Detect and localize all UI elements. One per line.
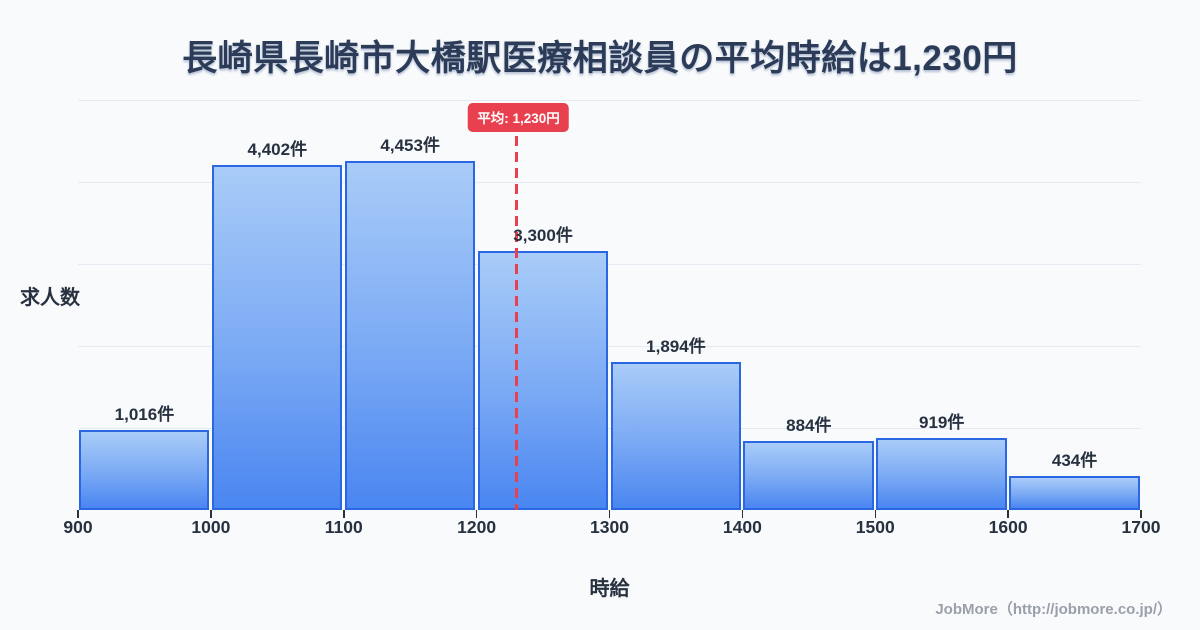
bar-value-label: 1,016件 [114, 405, 175, 425]
average-badge: 平均: 1,230円 [468, 103, 569, 132]
x-axis-tick-label: 1400 [722, 517, 762, 537]
bar-value-label: 1,894件 [646, 336, 706, 356]
gridline [78, 346, 1141, 347]
gridline [78, 264, 1141, 265]
x-axis-tick-label: 900 [63, 517, 93, 537]
x-axis-tick-label: 1000 [191, 517, 231, 537]
x-axis-tick-label: 1600 [988, 517, 1028, 537]
histogram-bar [1009, 475, 1140, 510]
bar-value-label: 884件 [786, 415, 832, 435]
x-axis-tick-label: 1700 [1121, 517, 1161, 537]
x-axis-tick [77, 510, 79, 518]
x-axis-tick [874, 510, 876, 518]
x-axis-tick [1007, 510, 1009, 518]
gridline [78, 428, 1141, 429]
x-axis-tick [608, 510, 611, 518]
histogram-bar [610, 361, 741, 510]
x-axis-tick [210, 510, 212, 518]
x-axis-tick-label: 1100 [324, 517, 363, 537]
x-axis-tick-label: 1200 [457, 517, 497, 537]
source-credit: JobMore（http://jobmore.co.jp/） [935, 601, 1172, 618]
bar-value-label: 4,402件 [247, 139, 308, 159]
x-axis-tick [343, 510, 345, 518]
x-axis-tick-label: 1500 [855, 517, 895, 537]
histogram-bar [344, 160, 476, 510]
x-axis-tick [1140, 510, 1142, 518]
bar-value-label: 434件 [1051, 450, 1098, 470]
plot-area: 平均: 1,230円 1,016件 4,402件 4,453件 3,300件 1,894… [63, 100, 1160, 537]
gridline [78, 182, 1141, 183]
bar-value-label: 4,453件 [380, 135, 440, 155]
bar-value-label: 3,300件 [513, 226, 573, 246]
bar-value-label: 919件 [919, 412, 965, 432]
histogram-bar [477, 251, 608, 510]
histogram-bar [876, 437, 1007, 510]
x-axis-tick-label: 1300 [590, 517, 629, 537]
x-axis-tick [741, 510, 744, 518]
average-line [514, 136, 518, 510]
histogram-bar [211, 164, 343, 510]
histogram-bar [743, 440, 874, 510]
gridline [78, 100, 1141, 101]
histogram-bar [79, 430, 210, 510]
chart-title: 長崎県長崎市大橋駅医療相談員の平均時給は1,230円 [182, 39, 1018, 78]
x-axis-label: 時給 [589, 578, 630, 600]
x-axis-tick [475, 510, 478, 518]
y-axis-label: 求人数 [20, 287, 80, 309]
